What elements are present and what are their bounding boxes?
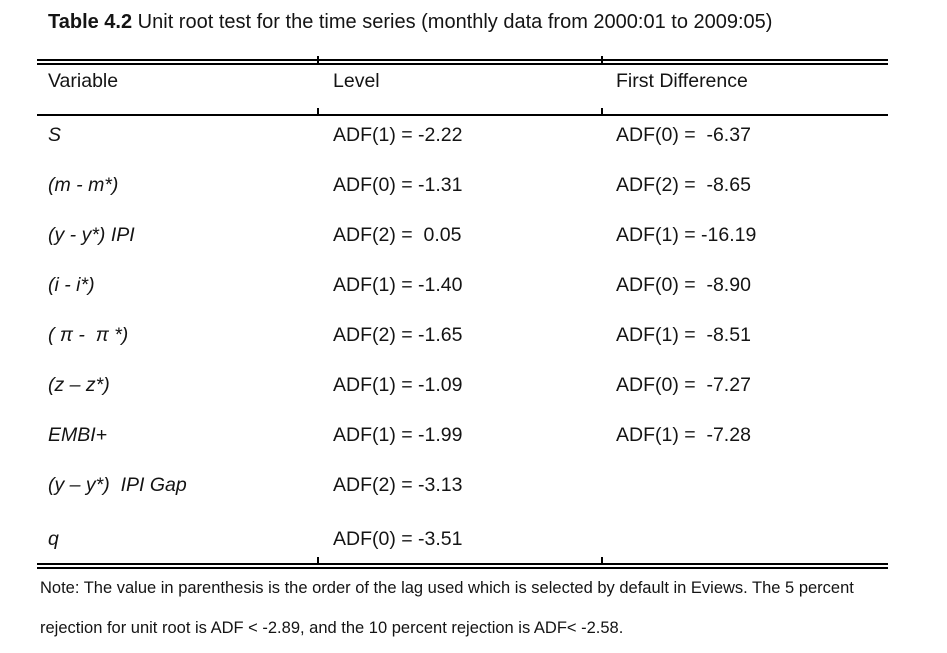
cell-level: ADF(0) = -1.31 (333, 174, 463, 196)
table-note-line1: Note: The value in parenthesis is the or… (40, 579, 854, 597)
table-header-rule (37, 114, 888, 116)
cell-level: ADF(2) = -3.13 (333, 474, 463, 496)
table-caption-text: Unit root test for the time series (mont… (132, 11, 773, 33)
table-row: (m - m*) ADF(0) = -1.31 ADF(2) = -8.65 (37, 164, 888, 214)
table-note-line2: rejection for unit root is ADF < -2.89, … (40, 619, 624, 637)
table-caption-label: Table 4.2 (48, 11, 133, 33)
table-header-row: Variable Level First Difference (37, 65, 888, 114)
column-separator-tick (601, 56, 603, 65)
table-row: (z – z*) ADF(1) = -1.09 ADF(0) = -7.27 (37, 364, 888, 414)
table-top-rule-1 (37, 59, 888, 61)
cell-variable: (z – z*) (48, 374, 110, 396)
cell-variable: (m - m*) (48, 174, 119, 196)
table-caption: Table 4.2 Unit root test for the time se… (48, 10, 772, 34)
cell-variable: q (48, 528, 59, 550)
column-header-variable: Variable (48, 70, 119, 92)
table-row: q ADF(0) = -3.51 (37, 514, 888, 563)
cell-first-difference: ADF(1) = -8.51 (616, 324, 751, 346)
table-row: (i - i*) ADF(1) = -1.40 ADF(0) = -8.90 (37, 264, 888, 314)
table-row: EMBI+ ADF(1) = -1.99 ADF(1) = -7.28 (37, 414, 888, 464)
cell-variable: S (48, 124, 62, 146)
cell-first-difference (602, 514, 888, 563)
table-row: (y - y*) IPI ADF(2) = 0.05 ADF(1) = -16.… (37, 214, 888, 264)
table-bottom-rule-2 (37, 567, 888, 569)
cell-variable: (y - y*) IPI (48, 224, 135, 246)
cell-first-difference (602, 464, 888, 514)
cell-first-difference: ADF(1) = -7.28 (616, 424, 751, 446)
cell-first-difference: ADF(0) = -8.90 (616, 274, 751, 296)
table-bottom-rule-1 (37, 563, 888, 565)
cell-variable: (i - i*) (48, 274, 95, 296)
table-row: ( π - π *) ADF(2) = -1.65 ADF(1) = -8.51 (37, 314, 888, 364)
cell-first-difference: ADF(0) = -6.37 (616, 124, 751, 146)
table-row: S ADF(1) = -2.22 ADF(0) = -6.37 (37, 114, 888, 164)
cell-variable: EMBI+ (48, 424, 108, 446)
cell-level: ADF(2) = -1.65 (333, 324, 463, 346)
cell-level: ADF(1) = -1.40 (333, 274, 463, 296)
column-header-level: Level (333, 70, 380, 92)
cell-level: ADF(1) = -2.22 (333, 124, 463, 146)
cell-level: ADF(2) = 0.05 (333, 224, 462, 246)
column-header-first-difference: First Difference (616, 70, 748, 92)
cell-level: ADF(0) = -3.51 (333, 528, 463, 550)
table-top-rule-2 (37, 63, 888, 65)
table-row: (y – y*) IPI Gap ADF(2) = -3.13 (37, 464, 888, 514)
cell-level: ADF(1) = -1.09 (333, 374, 463, 396)
column-separator-tick (317, 557, 319, 564)
cell-level: ADF(1) = -1.99 (333, 424, 463, 446)
cell-first-difference: ADF(1) = -16.19 (616, 224, 757, 246)
column-separator-tick (601, 557, 603, 564)
cell-variable: (y – y*) IPI Gap (48, 474, 187, 496)
column-separator-tick (317, 56, 319, 65)
cell-first-difference: ADF(2) = -8.65 (616, 174, 751, 196)
cell-first-difference: ADF(0) = -7.27 (616, 374, 751, 396)
column-separator-tick (601, 108, 603, 116)
column-separator-tick (317, 108, 319, 116)
cell-variable: ( π - π *) (48, 324, 129, 346)
unit-root-table: Variable Level First Difference S ADF(1)… (37, 65, 888, 563)
